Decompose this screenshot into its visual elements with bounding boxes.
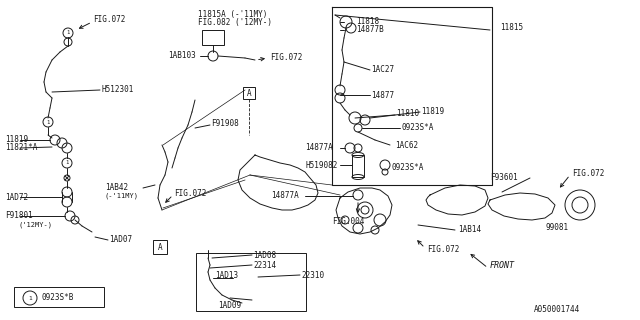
- Text: 1AD08: 1AD08: [253, 251, 276, 260]
- Text: FIG.072: FIG.072: [270, 53, 302, 62]
- Text: H519082: H519082: [305, 161, 337, 170]
- Text: 1AB42: 1AB42: [105, 183, 128, 193]
- Text: 11819: 11819: [5, 135, 28, 145]
- Text: 1AD72: 1AD72: [5, 193, 28, 202]
- Text: 1: 1: [67, 30, 70, 36]
- Text: 11819: 11819: [421, 107, 444, 116]
- Text: FIG.072: FIG.072: [174, 188, 206, 197]
- Text: 22310: 22310: [301, 270, 324, 279]
- Text: 1: 1: [65, 161, 68, 165]
- Text: F91801: F91801: [5, 212, 33, 220]
- Text: 0923S*A: 0923S*A: [392, 164, 424, 172]
- Text: 22314: 22314: [253, 260, 276, 269]
- Text: 11818: 11818: [356, 18, 379, 27]
- Text: FRONT: FRONT: [490, 260, 515, 269]
- Bar: [202, 30, 224, 45]
- Text: F93601: F93601: [490, 172, 518, 181]
- Text: 11815: 11815: [500, 23, 523, 33]
- Text: 0923S*B: 0923S*B: [42, 292, 74, 301]
- Text: 14877: 14877: [371, 91, 394, 100]
- Text: 14877A: 14877A: [305, 143, 333, 153]
- Text: 99081: 99081: [545, 223, 568, 233]
- Text: 0923S*A: 0923S*A: [401, 123, 433, 132]
- Text: 1: 1: [28, 295, 32, 300]
- Text: FIG.082 ('12MY-): FIG.082 ('12MY-): [198, 18, 272, 27]
- Text: 11815A (-'11MY): 11815A (-'11MY): [198, 10, 268, 19]
- Text: 1AB103: 1AB103: [168, 52, 196, 60]
- Text: 1AD09: 1AD09: [218, 300, 241, 309]
- Text: 11821*A: 11821*A: [5, 143, 37, 153]
- Text: A050001744: A050001744: [534, 305, 580, 314]
- Text: 1AC62: 1AC62: [395, 140, 418, 149]
- Text: 1AC27: 1AC27: [371, 65, 394, 74]
- Text: 1AD07: 1AD07: [109, 236, 132, 244]
- Text: 1AD13: 1AD13: [215, 271, 238, 281]
- Text: A: A: [246, 89, 252, 98]
- Text: FIG.072: FIG.072: [93, 15, 125, 25]
- Text: FIG.004: FIG.004: [332, 218, 364, 227]
- Text: FIG.072: FIG.072: [572, 169, 604, 178]
- Text: A: A: [157, 243, 163, 252]
- Text: H512301: H512301: [101, 85, 133, 94]
- Text: 14877A: 14877A: [271, 191, 299, 201]
- Text: 14877B: 14877B: [356, 26, 384, 35]
- Bar: [14, 287, 104, 307]
- Bar: [196, 253, 306, 311]
- Text: ('12MY-): ('12MY-): [18, 222, 52, 228]
- Text: 1: 1: [46, 119, 50, 124]
- Bar: [243, 87, 255, 99]
- Text: (-'11MY): (-'11MY): [105, 193, 139, 199]
- Bar: [352, 155, 364, 177]
- Text: 11810: 11810: [396, 109, 419, 118]
- Bar: [153, 240, 167, 254]
- Text: FIG.072: FIG.072: [427, 245, 460, 254]
- Text: F91908: F91908: [211, 119, 239, 129]
- Text: 1AB14: 1AB14: [458, 225, 481, 234]
